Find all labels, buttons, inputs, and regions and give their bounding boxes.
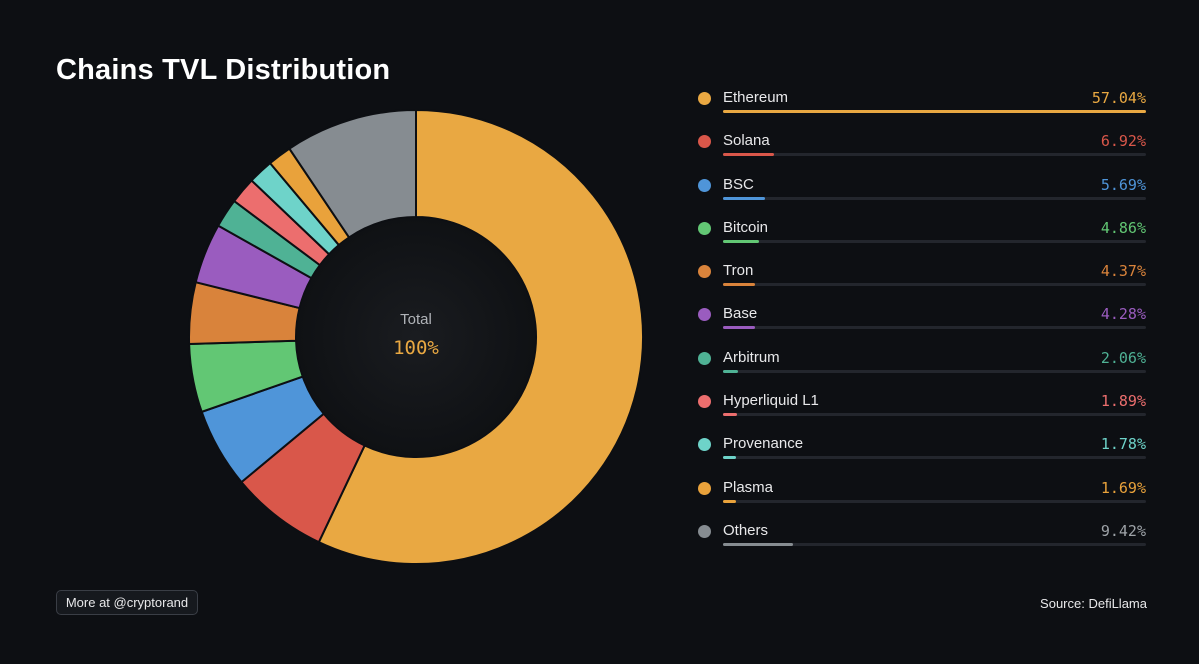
legend-name: Arbitrum <box>723 348 780 366</box>
slice-others[interactable] <box>287 108 417 239</box>
legend-item-base[interactable]: Base 4.28% <box>698 302 1148 345</box>
legend-dot <box>698 308 711 322</box>
legend-bar-track <box>723 542 1146 546</box>
source-label: Source: DefiLlama <box>1040 596 1147 611</box>
legend-bar-track <box>723 239 1146 243</box>
legend-item-bsc[interactable]: BSC 5.69% <box>698 173 1148 216</box>
legend-percentage: 6.92% <box>1100 132 1146 151</box>
legend-item-hyperliquid-l1[interactable]: Hyperliquid L1 1.89% <box>698 389 1148 432</box>
legend-percentage: 1.69% <box>1100 478 1146 497</box>
legend-percentage: 9.42% <box>1100 521 1146 540</box>
legend-bar-fill <box>723 153 775 157</box>
legend-percentage: 1.78% <box>1100 435 1146 454</box>
legend-percentage: 4.86% <box>1100 218 1146 237</box>
legend-bar-track <box>723 369 1146 373</box>
legend-name: BSC <box>723 175 754 193</box>
legend-dot <box>698 481 711 495</box>
legend-bar-fill <box>723 542 793 546</box>
legend-dot <box>698 178 711 192</box>
legend-item-ethereum[interactable]: Ethereum 57.04% <box>698 86 1148 129</box>
legend-bar-track <box>723 196 1146 200</box>
legend-dot <box>698 395 711 409</box>
legend-item-arbitrum[interactable]: Arbitrum 2.06% <box>698 346 1148 389</box>
center-total-value: 100% <box>393 337 439 359</box>
legend-item-others[interactable]: Others 9.42% <box>698 519 1148 562</box>
legend-bar-track <box>723 413 1146 417</box>
legend-bar-fill <box>723 369 739 373</box>
legend-bar-fill <box>723 283 756 287</box>
legend-percentage: 1.89% <box>1100 392 1146 411</box>
legend-bar-track <box>723 283 1146 287</box>
legend-bar-track <box>723 110 1146 113</box>
legend: Ethereum 57.04% Solana 6.92% BSC 5.69% Bitcoin… <box>698 86 1148 562</box>
more-at-cryptorand-button[interactable]: More at @cryptorand <box>56 590 198 615</box>
legend-dot <box>698 265 711 279</box>
legend-percentage: 4.28% <box>1100 305 1146 324</box>
legend-percentage: 2.06% <box>1100 348 1146 367</box>
legend-dot <box>698 92 711 105</box>
slice-ethereum[interactable] <box>317 108 644 565</box>
legend-item-tron[interactable]: Tron 4.37% <box>698 259 1148 302</box>
legend-dot <box>698 221 711 235</box>
donut-center <box>297 218 535 456</box>
legend-name: Hyperliquid L1 <box>723 392 819 410</box>
legend-bar-track <box>723 153 1146 157</box>
legend-percentage: 57.04% <box>1091 89 1146 107</box>
legend-bar-fill <box>723 413 738 417</box>
chart-title: Chains TVL Distribution <box>56 54 391 86</box>
legend-item-plasma[interactable]: Plasma 1.69% <box>698 476 1148 519</box>
legend-item-bitcoin[interactable]: Bitcoin 4.86% <box>698 216 1148 259</box>
legend-bar-fill <box>723 456 737 460</box>
legend-bar-fill <box>723 499 736 503</box>
legend-percentage: 4.37% <box>1100 262 1146 281</box>
legend-bar-track <box>723 326 1146 330</box>
legend-bar-fill <box>723 326 755 330</box>
legend-dot <box>698 135 711 149</box>
legend-name: Provenance <box>723 435 804 453</box>
legend-dot <box>698 351 711 365</box>
legend-name: Plasma <box>723 478 774 496</box>
legend-name: Ethereum <box>723 89 789 106</box>
center-total-label: Total <box>400 311 432 328</box>
legend-bar-track <box>723 499 1146 503</box>
legend-bar-fill <box>723 239 760 243</box>
legend-name: Base <box>723 305 758 323</box>
legend-bar-fill <box>723 196 766 200</box>
legend-item-solana[interactable]: Solana 6.92% <box>698 129 1148 172</box>
legend-dot <box>698 438 711 452</box>
legend-bar-fill <box>723 110 1146 113</box>
legend-name: Bitcoin <box>723 218 769 236</box>
donut-chart: Total 100% <box>188 108 644 565</box>
legend-name: Others <box>723 521 769 539</box>
legend-bar-track <box>723 456 1146 460</box>
legend-name: Solana <box>723 132 770 150</box>
legend-item-provenance[interactable]: Provenance 1.78% <box>698 432 1148 475</box>
legend-dot <box>698 524 711 538</box>
legend-percentage: 5.69% <box>1100 175 1146 194</box>
legend-name: Tron <box>723 262 754 280</box>
